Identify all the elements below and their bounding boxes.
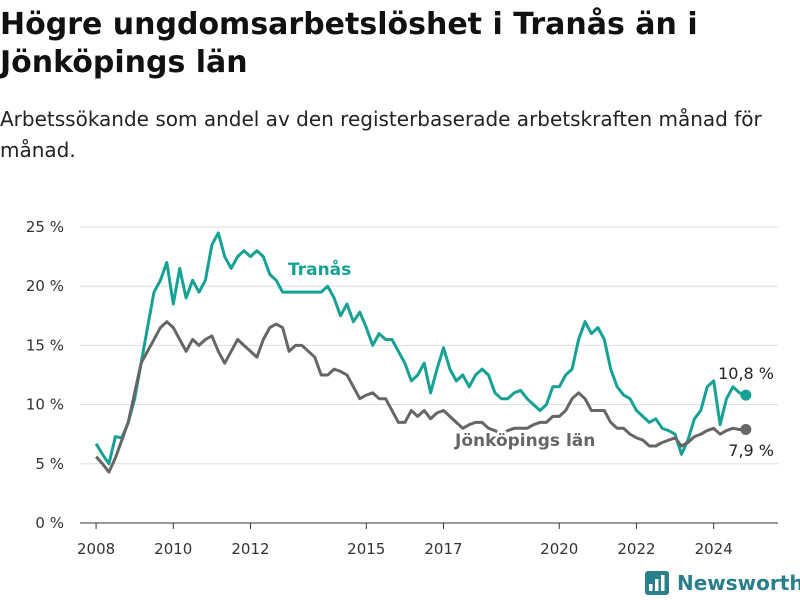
x-tick-label: 2020 [540,540,578,558]
y-tick-label: 25 % [26,218,64,236]
x-tick-label: 2015 [347,540,385,558]
series-end-label: 7,9 % [728,441,774,460]
y-tick-label: 15 % [26,336,64,354]
series-line [94,320,746,474]
chart-title: Högre ungdomsarbetslöshet i Tranås än i … [0,7,698,80]
series-line [94,231,747,466]
series-end-label: 10,8 % [718,364,774,383]
newsworthy-logo-icon [645,571,669,595]
series-end-marker [740,423,752,435]
series-end-marker [740,389,752,401]
newsworthy-logo: Newsworthy [645,568,800,598]
x-axis-ticks: 2008 2010 2012 2015 2017 2020 2022 2024 [77,523,733,558]
x-tick-label: 2022 [617,540,655,558]
x-tick-label: 2008 [77,540,115,558]
y-tick-label: 5 % [35,455,64,473]
y-tick-label: 10 % [26,396,64,414]
series-lines [94,231,752,474]
series-name-label: Tranås [288,258,351,280]
y-axis-ticks: 0 % 5 % 10 % 15 % 20 % 25 % [26,218,64,532]
brand-name: Newsworthy [677,571,800,595]
x-tick-label: 2012 [231,540,269,558]
gridlines [80,226,778,524]
chart-subtitle: Arbetssökande som andel av den registerb… [0,107,762,162]
y-tick-label: 20 % [26,277,64,295]
series-name-label: Jönköpings län [454,431,595,451]
series-labels: 10,8 % Tranås 7,9 % Jönköpings län [286,256,775,461]
x-tick-label: 2010 [154,540,192,558]
x-tick-label: 2017 [424,540,462,558]
x-tick-label: 2024 [695,540,733,558]
y-tick-label: 0 % [35,514,64,532]
